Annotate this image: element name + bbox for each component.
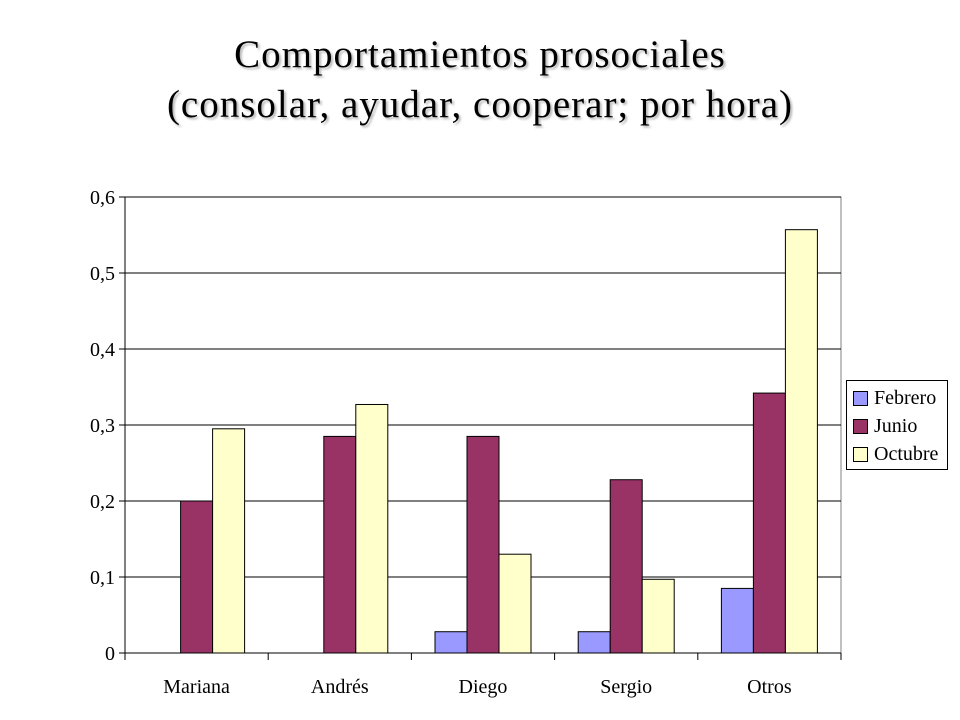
- bar-junio-1: [323, 435, 357, 654]
- bar-octubre-3: [641, 578, 675, 654]
- legend-swatch-junio: [853, 418, 868, 434]
- chart-title: Comportamientos prosociales: [234, 33, 726, 76]
- legend-swatch-febrero: [853, 390, 868, 406]
- bar-octubre-0: [212, 428, 246, 654]
- x-tick-label: Diego: [459, 676, 508, 698]
- bar-octubre-2: [498, 553, 532, 654]
- bar-febrero-4: [720, 587, 754, 654]
- x-tick-label: Mariana: [163, 676, 230, 698]
- bar-octubre-1: [355, 403, 389, 654]
- legend-swatch-octubre: [853, 446, 868, 462]
- y-tick-label: 0,2: [90, 491, 115, 513]
- bar-febrero-3: [577, 631, 611, 654]
- y-tick-label: 0,6: [90, 187, 115, 209]
- y-tick-label: 0,1: [90, 567, 115, 589]
- x-tick-label: Otros: [747, 676, 792, 698]
- legend-item-febrero: Febrero: [853, 387, 936, 409]
- legend-item-junio: Junio: [853, 415, 917, 437]
- bar-junio-2: [466, 435, 500, 654]
- legend-label-octubre: Octubre: [874, 442, 939, 465]
- legend-label-febrero: Febrero: [874, 386, 937, 409]
- y-tick-label: 0: [105, 643, 115, 665]
- chart-title-block: Comportamientos prosociales (consolar, a…: [0, 30, 960, 130]
- bar-junio-4: [752, 392, 786, 654]
- chart-subtitle: (consolar, ayudar, cooperar; por hora): [166, 83, 794, 126]
- bar-octubre-4: [784, 229, 818, 654]
- y-tick-label: 0,5: [90, 263, 115, 285]
- bar-junio-3: [609, 479, 643, 654]
- chart-legend: Febrero Junio Octubre: [846, 380, 948, 470]
- y-tick-label: 0,3: [90, 415, 115, 437]
- x-tick-label: Sergio: [600, 676, 652, 698]
- y-tick-label: 0,4: [90, 339, 115, 361]
- bar-febrero-2: [434, 631, 468, 654]
- bar-junio-0: [180, 500, 214, 654]
- legend-label-junio: Junio: [874, 414, 918, 437]
- x-tick-label: Andrés: [311, 676, 369, 698]
- legend-item-octubre: Octubre: [853, 443, 938, 465]
